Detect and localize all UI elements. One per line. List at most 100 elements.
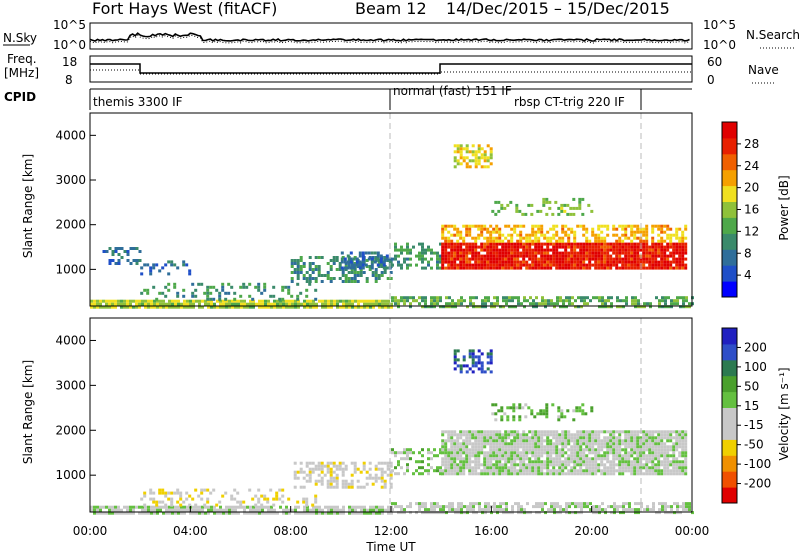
- velocity-cell: [266, 500, 270, 504]
- velocity-cell: [326, 470, 330, 474]
- power-cell: [636, 242, 640, 246]
- power-cell: [210, 305, 213, 309]
- velocity-cell: [400, 466, 403, 470]
- power-cell: [651, 245, 655, 249]
- velocity-cell: [589, 502, 592, 506]
- velocity-cell: [642, 457, 646, 461]
- power-cell: [390, 305, 393, 309]
- velocity-cell: [126, 505, 129, 509]
- velocity-cell: [517, 511, 520, 515]
- power-cell: [489, 251, 493, 255]
- velocity-cell: [645, 463, 649, 467]
- velocity-cell: [219, 508, 222, 512]
- velocity-cell: [568, 502, 571, 506]
- power-cell: [607, 299, 610, 303]
- velocity-cell: [170, 497, 174, 501]
- power-cell: [302, 262, 306, 265]
- power-cell: [597, 266, 601, 270]
- velocity-cell: [302, 476, 306, 480]
- velocity-cell: [627, 466, 631, 470]
- power-cell: [456, 159, 460, 163]
- power-cell: [198, 305, 201, 309]
- power-cell: [360, 299, 363, 303]
- velocity-cell: [591, 472, 595, 476]
- velocity-cell: [560, 415, 564, 419]
- velocity-cell: [329, 482, 333, 486]
- velocity-cell: [460, 502, 463, 506]
- velocity-cell: [520, 511, 523, 515]
- power-cell: [481, 302, 484, 306]
- power-cell: [194, 288, 198, 292]
- power-cell: [531, 260, 535, 264]
- velocity-cell: [498, 469, 502, 473]
- velocity-cell: [576, 445, 580, 449]
- velocity-cell: [555, 457, 559, 461]
- velocity-cell: [498, 439, 502, 443]
- velocity-cell: [573, 463, 577, 467]
- power-cell: [492, 251, 496, 255]
- power-cell: [534, 266, 538, 270]
- power-cell: [456, 147, 460, 151]
- power-cell: [576, 260, 580, 264]
- power-cell: [129, 302, 132, 306]
- colorbar-swatch: [722, 265, 737, 282]
- velocity-cell: [588, 430, 592, 434]
- power-cell: [664, 305, 667, 309]
- velocity-cell: [486, 436, 490, 440]
- velocity-cell: [200, 497, 204, 501]
- power-cell: [444, 260, 448, 264]
- velocity-cell: [666, 430, 670, 434]
- power-cell: [240, 299, 243, 303]
- velocity-cell: [486, 442, 490, 446]
- power-cell: [308, 277, 312, 280]
- power-cell: [625, 296, 628, 300]
- power-cell: [619, 299, 622, 303]
- velocity-cell: [258, 508, 261, 512]
- power-cell: [453, 233, 457, 237]
- velocity-cell: [315, 505, 318, 509]
- power-cell: [451, 302, 454, 306]
- velocity-cell: [430, 457, 433, 461]
- velocity-cell: [333, 511, 336, 515]
- power-cell: [517, 299, 520, 303]
- power-cell: [615, 266, 619, 270]
- velocity-cell: [474, 448, 478, 452]
- velocity-cell: [681, 430, 685, 434]
- power-cell: [525, 236, 529, 240]
- power-cell: [515, 206, 519, 210]
- velocity-cell: [117, 508, 120, 512]
- power-cell: [630, 251, 634, 255]
- velocity-cell: [427, 508, 430, 512]
- velocity-cell: [507, 448, 511, 452]
- power-cell: [117, 259, 121, 262]
- velocity-cell: [618, 436, 622, 440]
- power-cell: [314, 277, 318, 280]
- power-cell: [108, 262, 112, 265]
- power-cell: [330, 299, 333, 303]
- power-cell: [424, 302, 427, 306]
- velocity-cell: [555, 445, 559, 449]
- velocity-cell: [636, 472, 640, 476]
- velocity-cell: [456, 469, 460, 473]
- power-cell: [418, 254, 421, 258]
- velocity-cell: [177, 505, 180, 509]
- velocity-cell: [522, 442, 526, 446]
- velocity-cell: [612, 445, 616, 449]
- power-cell: [510, 260, 514, 264]
- velocity-cell: [552, 430, 556, 434]
- velocity-cell: [260, 494, 264, 498]
- power-cell: [156, 305, 159, 309]
- power-cell: [648, 257, 652, 261]
- power-cell: [645, 260, 649, 264]
- velocity-cell: [308, 470, 312, 474]
- colorbar-swatch: [722, 233, 737, 250]
- power-cell: [501, 260, 505, 264]
- power-cell: [391, 296, 394, 300]
- velocity-cell: [430, 502, 433, 506]
- velocity-cell: [615, 445, 619, 449]
- velocity-cell: [498, 451, 502, 455]
- power-cell: [415, 254, 418, 258]
- power-cell: [543, 233, 547, 237]
- velocity-cell: [531, 451, 535, 455]
- velocity-cell: [394, 502, 397, 506]
